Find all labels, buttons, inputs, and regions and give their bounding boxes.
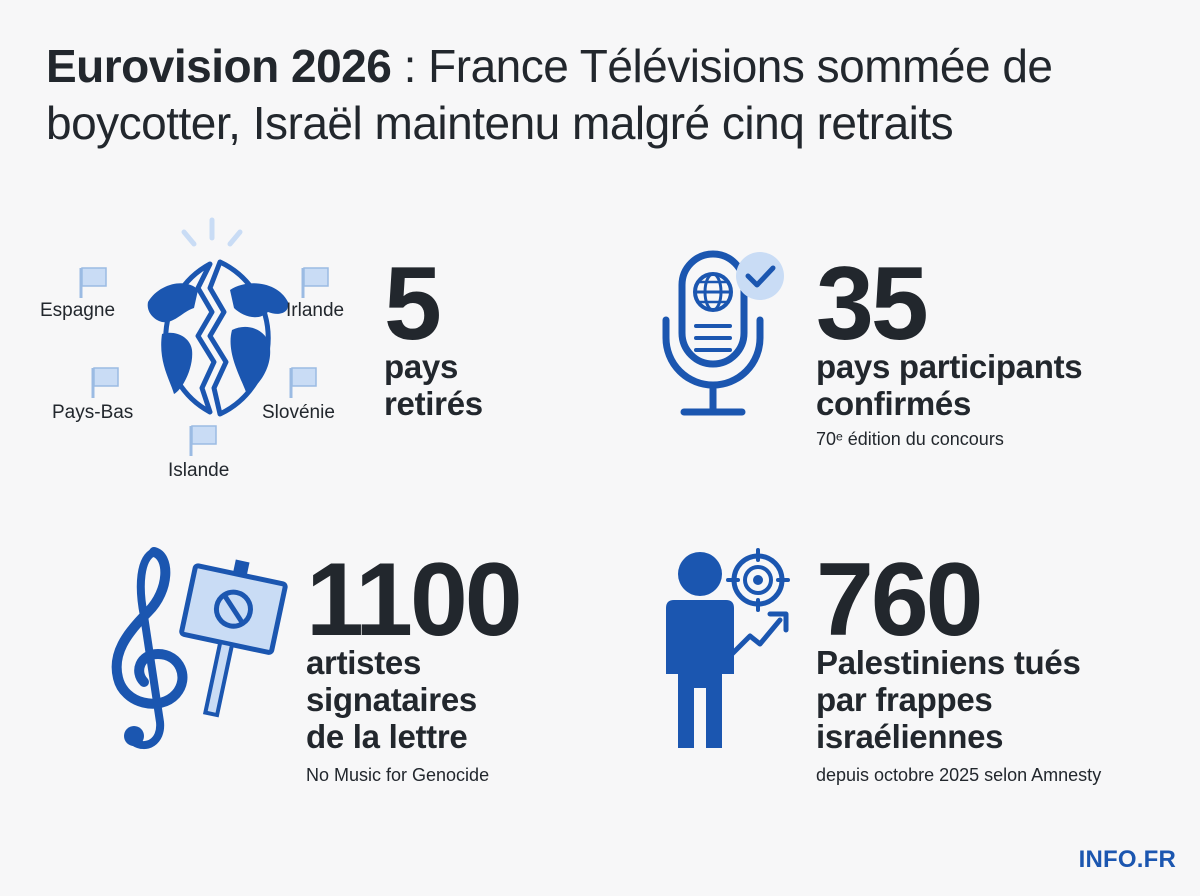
country-label-slovenie: Slovénie — [262, 402, 335, 423]
person-target-icon — [666, 548, 790, 748]
stat-label-killed-line3: israéliennes — [816, 718, 1004, 755]
stat-value-withdrawn: 5 — [384, 246, 442, 362]
title-lead: Eurovision 2026 — [46, 40, 392, 92]
stat-label-participants-line2: confirmés — [816, 385, 972, 422]
broken-globe-icon — [147, 217, 289, 417]
stat-value-participants: 35 — [816, 246, 929, 362]
country-label-pays-bas: Pays-Bas — [52, 402, 134, 423]
stat-note-participants: 70ᵉ édition du concours — [816, 429, 1004, 449]
stat-label-artists-line1: artistes — [306, 644, 422, 681]
flag-icon — [189, 425, 217, 456]
stat-value-killed: 760 — [816, 542, 984, 658]
flag-icon — [301, 267, 329, 298]
flag-icon — [79, 267, 107, 298]
country-label-espagne: Espagne — [40, 300, 116, 321]
stat-label-artists-line2: signataires — [306, 681, 477, 718]
brand-logo: INFO.FR — [1078, 846, 1176, 873]
flag-icon — [91, 367, 119, 398]
country-label-islande: Islande — [168, 460, 230, 481]
stat-note-artists: No Music for Genocide — [306, 765, 490, 785]
stat-label-withdrawn-line2: retirés — [384, 385, 483, 422]
page-title: Eurovision 2026 : France Télévisions som… — [46, 38, 1166, 152]
stat-value-artists: 1100 — [306, 542, 523, 658]
title-rest: : France Télévisions sommée de boycotter… — [46, 40, 1053, 149]
treble-clef-protest-sign-icon — [111, 547, 288, 750]
country-label-irlande: Irlande — [286, 300, 345, 321]
flag-icon — [289, 367, 317, 398]
stat-note-killed: depuis octobre 2025 selon Amnesty — [816, 765, 1102, 785]
microphone-globe-check-icon — [662, 250, 784, 416]
stat-label-withdrawn-line1: pays — [384, 348, 459, 385]
stat-label-killed-line2: par frappes — [816, 681, 993, 718]
stat-label-killed-line1: Palestiniens tués — [816, 644, 1081, 681]
stat-label-artists-line3: de la lettre — [306, 718, 468, 755]
stat-label-participants-line1: pays participants — [816, 348, 1083, 385]
